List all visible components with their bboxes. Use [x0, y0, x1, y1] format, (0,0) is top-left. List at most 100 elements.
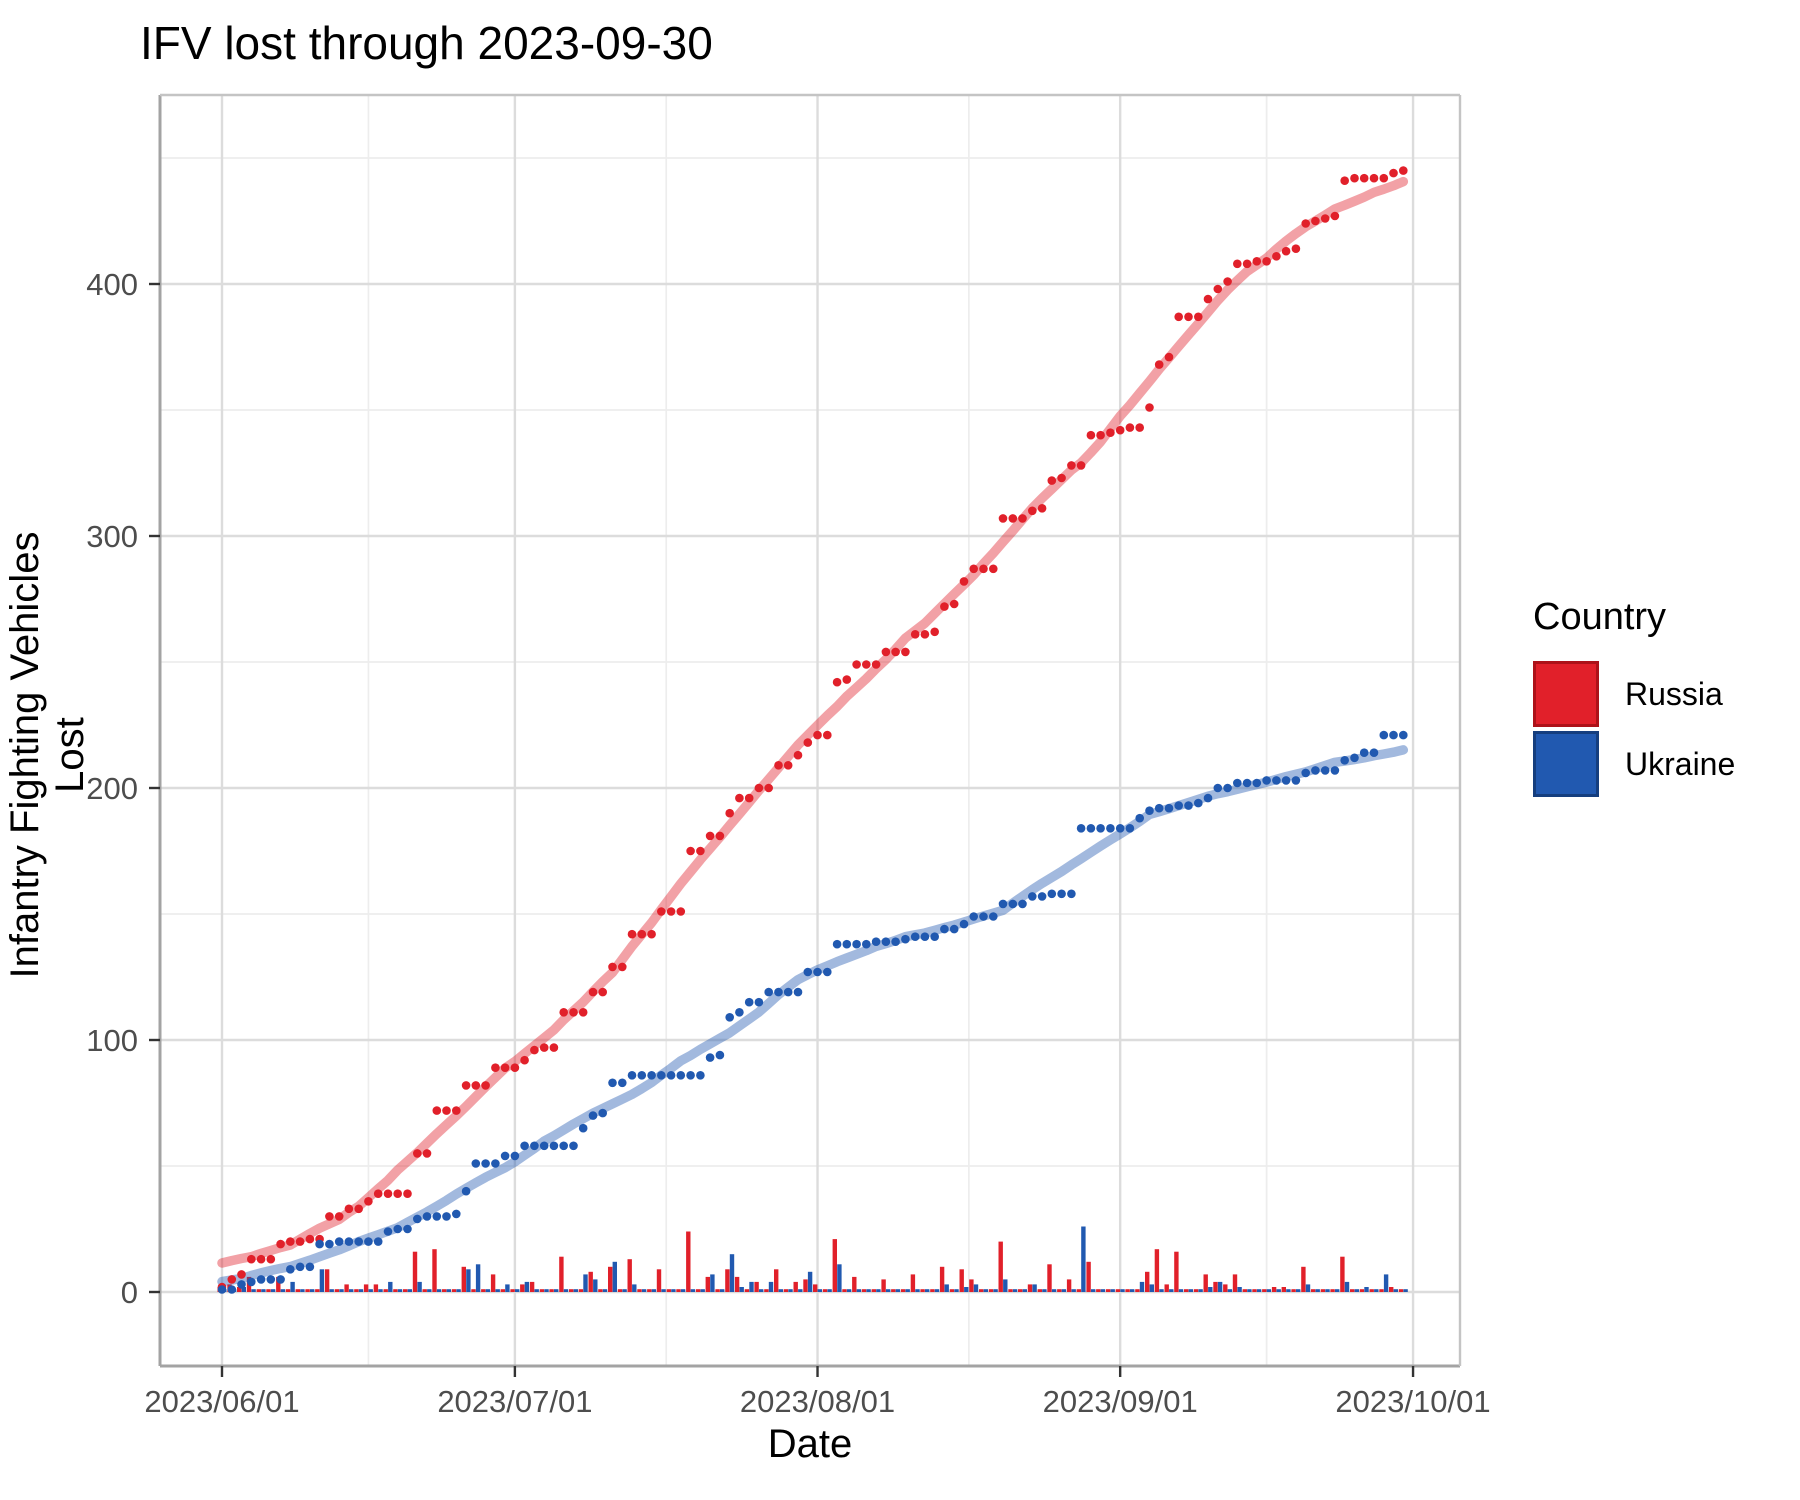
ukraine-point: [217, 1285, 227, 1294]
ukraine-daily-bar: [563, 1289, 569, 1292]
ukraine-daily-bar: [1208, 1287, 1213, 1292]
ukraine-point: [832, 939, 842, 949]
ukraine-daily-bar: [964, 1287, 969, 1292]
russia-point: [901, 647, 910, 657]
ukraine-daily-bar: [544, 1289, 549, 1292]
russia-point: [1008, 514, 1018, 523]
russia-point: [891, 647, 900, 657]
russia-point: [852, 660, 861, 669]
ukraine-daily-bar: [915, 1289, 920, 1292]
russia-daily-bar: [764, 1289, 769, 1292]
ukraine-daily-bar: [690, 1289, 696, 1292]
russia-point: [1252, 257, 1262, 266]
ukraine-daily-bar: [680, 1289, 686, 1292]
russia-daily-bar: [1037, 1289, 1042, 1292]
russia-daily-bar: [354, 1289, 359, 1292]
legend-title: Country: [1533, 596, 1667, 638]
russia-point: [1350, 173, 1359, 183]
ukraine-point: [1311, 766, 1320, 775]
russia-point: [256, 1254, 266, 1264]
ukraine-point: [549, 1141, 559, 1151]
ukraine-daily-bar: [1325, 1289, 1330, 1292]
ukraine-daily-bar: [427, 1289, 432, 1292]
russia-point: [1203, 294, 1213, 304]
russia-point: [1359, 173, 1369, 183]
ukraine-daily-bar: [1003, 1279, 1008, 1292]
ukraine-daily-bar: [886, 1289, 891, 1292]
ukraine-point: [1272, 776, 1281, 785]
ukraine-point: [1223, 783, 1232, 793]
ukraine-daily-bar: [973, 1284, 979, 1292]
russia-daily-bar: [373, 1284, 379, 1292]
ukraine-point: [959, 919, 969, 929]
russia-point: [627, 929, 637, 939]
ukraine-daily-bar: [241, 1287, 246, 1292]
ukraine-daily-bar: [1286, 1289, 1291, 1292]
russia-daily-bar: [1223, 1284, 1228, 1292]
russia-daily-bar: [1301, 1266, 1306, 1292]
russia-point: [862, 660, 871, 669]
ukraine-daily-bar: [993, 1289, 998, 1292]
russia-daily-bar: [1291, 1289, 1296, 1292]
ukraine-point: [383, 1227, 393, 1236]
russia-daily-bar: [754, 1281, 759, 1292]
ukraine-point: [1154, 803, 1164, 813]
russia-point: [403, 1189, 412, 1198]
russia-point: [325, 1212, 334, 1221]
ukraine-point: [696, 1071, 705, 1080]
russia-daily-bar: [871, 1289, 876, 1292]
ukraine-point: [1145, 806, 1154, 815]
russia-point: [393, 1189, 403, 1198]
ukraine-point: [998, 899, 1008, 909]
ukraine-point: [295, 1262, 305, 1272]
russia-daily-bar: [969, 1279, 974, 1292]
ukraine-daily-bar: [1344, 1281, 1350, 1292]
ukraine-daily-bar: [710, 1274, 715, 1292]
ukraine-daily-bar: [417, 1281, 422, 1292]
ukraine-daily-bar: [1374, 1289, 1379, 1292]
ukraine-daily-bar: [837, 1264, 842, 1292]
russia-daily-bar: [549, 1289, 554, 1292]
russia-point: [442, 1106, 451, 1115]
ukraine-point: [286, 1265, 295, 1274]
russia-point: [744, 793, 754, 803]
russia-point: [1194, 312, 1203, 322]
ukraine-point: [334, 1237, 344, 1246]
russia-point: [998, 514, 1008, 523]
russia-point: [735, 793, 744, 803]
russia-point: [764, 783, 773, 793]
russia-daily-bar: [276, 1276, 281, 1292]
russia-point: [247, 1254, 256, 1264]
russia-point: [1320, 214, 1330, 223]
russia-daily-bar: [266, 1289, 271, 1292]
ukraine-point: [1086, 824, 1096, 833]
russia-point: [1379, 173, 1389, 183]
ukraine-point: [920, 932, 930, 941]
ukraine-point: [344, 1237, 354, 1246]
ukraine-point: [325, 1239, 334, 1249]
ukraine-point: [666, 1071, 676, 1080]
russia-daily-bar: [403, 1289, 408, 1292]
russia-point: [618, 962, 627, 972]
ukraine-daily-bar: [1247, 1289, 1252, 1292]
russia-point: [539, 1043, 549, 1052]
russia-point: [286, 1237, 295, 1246]
russia-daily-bar: [1027, 1284, 1033, 1292]
ukraine-point: [725, 1013, 734, 1022]
russia-daily-bar: [1271, 1287, 1277, 1292]
russia-daily-bar: [461, 1266, 466, 1292]
ukraine-daily-bar: [583, 1274, 588, 1292]
ukraine-daily-bar: [1364, 1287, 1369, 1292]
ukraine-daily-bar: [329, 1289, 334, 1292]
russia-point: [1096, 430, 1105, 440]
russia-point: [1164, 352, 1174, 362]
russia-daily-bar: [1262, 1289, 1267, 1292]
russia-daily-bar: [1203, 1274, 1208, 1292]
russia-daily-bar: [1281, 1287, 1286, 1292]
ukraine-point: [842, 939, 852, 949]
russia-point: [1125, 423, 1135, 432]
ukraine-point: [1174, 801, 1183, 810]
russia-daily-bar: [451, 1289, 457, 1292]
russia-point: [920, 630, 930, 639]
ukraine-daily-bar: [1256, 1289, 1262, 1292]
